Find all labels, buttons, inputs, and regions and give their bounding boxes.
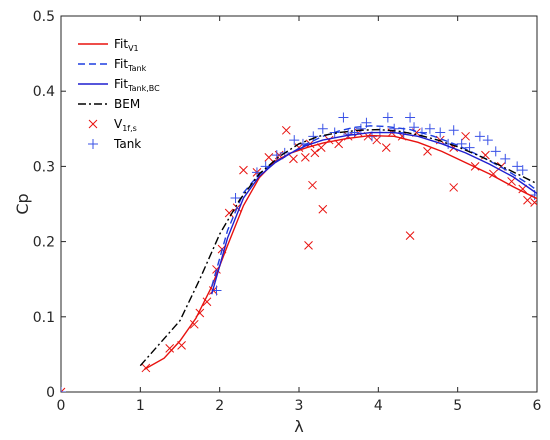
data-point-v-1fs [449,183,459,192]
data-point-v-1fs [489,169,498,179]
legend-label-subscript: V1 [128,44,139,53]
data-point-v-1fs [165,344,175,353]
data-point-v-1fs [304,241,313,250]
data-point-tank [271,150,282,161]
y-tick-label: 0.5 [33,9,55,25]
data-point-tank [355,123,366,134]
data-point-v-1fs [461,131,470,141]
y-tick-label: 0.4 [33,84,55,100]
legend-label: BEM [114,97,140,111]
data-point-v-1fs [310,148,320,158]
data-point-tank [308,131,319,142]
data-point-tank [490,146,501,157]
y-axis-label: Cp [13,193,32,214]
legend-label-main: Fit [114,57,128,71]
data-point-v-1fs [189,319,199,329]
legend-label: V1f,s [114,117,137,133]
series-line-3 [139,128,537,367]
legend-label-main: Fit [114,37,128,51]
legend-label-main: BEM [114,97,140,111]
legend-label-main: V [114,117,123,131]
data-point-v-1fs [423,147,432,156]
data-point-v-1fs [308,180,317,190]
data-point-tank [230,192,241,203]
legend-label: Tank [113,137,141,151]
data-point-tank [424,123,435,134]
data-point-v-1fs [224,208,234,218]
data-point-tank [443,138,454,149]
series-line-0 [143,134,537,371]
x-tick-label: 2 [215,398,224,414]
data-point-tank [474,131,485,142]
legend-label: FitTank [114,57,147,73]
legend-label: FitV1 [114,37,139,53]
data-point-tank [512,161,523,172]
data-point-v-1fs [372,135,382,145]
x-tick-label: 5 [453,398,462,414]
legend-label-subscript: Tank [127,64,147,73]
data-point-v-1fs [61,387,66,392]
data-point-tank [317,123,328,134]
y-tick-label: 0.2 [33,235,55,251]
x-tick-label: 0 [57,398,66,414]
legend-marker [88,139,98,149]
data-point-tank [338,112,349,123]
x-tick-label: 4 [374,398,383,414]
data-point-v-1fs [318,204,328,214]
x-tick-label: 1 [136,398,145,414]
legend-label: FitTank,BC [114,77,160,93]
y-tick-label: 0.1 [33,310,55,326]
y-tick-label: 0.3 [33,159,55,175]
x-axis-label: λ [294,417,303,436]
data-point-tank [464,142,475,153]
plot-area [61,112,537,392]
data-point-v-1fs [264,153,274,162]
data-point-tank [382,112,393,123]
data-point-v-1fs [202,297,212,307]
data-point-tank [349,127,360,138]
data-point-tank [517,165,528,176]
data-point-tank [448,125,459,136]
data-point-v-1fs [381,143,391,152]
legend-marker [88,119,98,129]
legend-label-subscript: Tank,BC [127,84,160,93]
data-point-tank [482,135,493,146]
data-point-v-1fs [405,231,415,240]
data-point-tank [500,153,511,164]
series-line-1 [211,125,537,287]
legend-label-subscript: 1f,s [122,124,137,133]
x-tick-label: 6 [533,398,542,414]
series-line-2 [211,131,537,295]
legend-label-main: Tank [113,137,141,151]
data-point-tank [435,127,446,138]
data-point-tank [343,129,354,140]
data-point-v-1fs [239,165,248,175]
data-point-v-1fs [300,153,310,162]
data-point-v-1fs [523,195,532,205]
data-point-tank [289,135,300,146]
legend-label-main: Fit [114,77,128,91]
data-point-v-1fs [289,154,298,164]
data-point-v-1fs [518,184,528,194]
data-point-v-1fs [530,198,537,207]
data-point-v-1fs [281,125,291,135]
data-point-tank [405,112,416,123]
x-tick-label: 3 [295,398,304,414]
y-tick-label: 0 [46,385,55,401]
